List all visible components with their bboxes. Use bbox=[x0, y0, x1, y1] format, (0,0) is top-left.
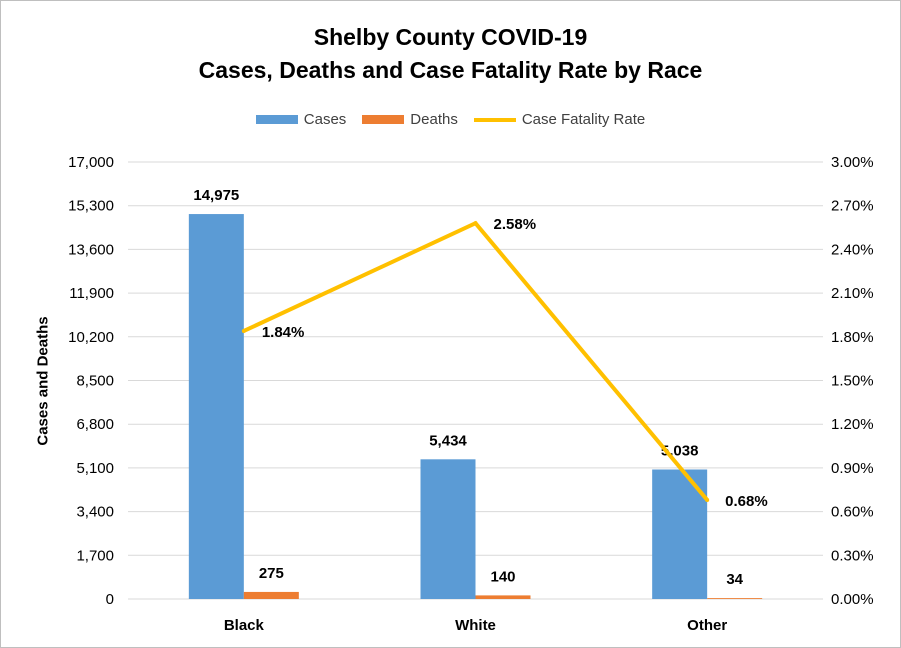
bar-cases-white bbox=[420, 459, 476, 599]
legend-swatch-deaths bbox=[362, 115, 405, 124]
x-category-label: Other bbox=[687, 617, 727, 634]
y2-tick-label: 0.30% bbox=[831, 547, 874, 564]
y2-tick-label: 2.40% bbox=[831, 241, 874, 258]
point-case-fatality-rate bbox=[241, 328, 246, 333]
data-label-cases: 5,434 bbox=[429, 432, 467, 449]
data-label-deaths: 140 bbox=[490, 568, 515, 585]
y-tick-label: 15,300 bbox=[68, 198, 114, 215]
y2-tick-label: 0.00% bbox=[831, 591, 874, 608]
legend-item-cfr: Case Fatality Rate bbox=[473, 111, 646, 128]
bar-deaths-other bbox=[707, 598, 763, 599]
point-case-fatality-rate bbox=[473, 221, 478, 226]
y-tick-label: 5,100 bbox=[76, 460, 114, 477]
bar-cases-black bbox=[188, 214, 244, 599]
bar-deaths-black bbox=[243, 591, 299, 599]
y-tick-label: 8,500 bbox=[76, 373, 114, 390]
y-tick-label: 0 bbox=[106, 591, 114, 608]
legend-item-deaths: Deaths bbox=[362, 111, 458, 128]
data-label-deaths: 34 bbox=[726, 571, 743, 588]
legend: Cases Deaths Case Fatality Rate bbox=[1, 111, 900, 128]
y2-tick-label: 1.80% bbox=[831, 329, 874, 346]
y-tick-label: 13,600 bbox=[68, 241, 114, 258]
y2-tick-label: 1.20% bbox=[831, 416, 874, 433]
data-label-deaths: 275 bbox=[259, 565, 284, 582]
line-case-fatality-rate bbox=[242, 220, 709, 502]
legend-label-cfr: Case Fatality Rate bbox=[521, 111, 646, 128]
y2-tick-label: 1.50% bbox=[831, 373, 874, 390]
y-tick-label: 11,900 bbox=[69, 285, 114, 302]
legend-label-deaths: Deaths bbox=[410, 111, 458, 128]
data-label-cfr: 2.58% bbox=[494, 216, 537, 233]
point-case-fatality-rate bbox=[705, 497, 710, 502]
data-label-cfr: 1.84% bbox=[262, 324, 305, 341]
chart-title: Shelby County COVID-19 Cases, Deaths and… bbox=[1, 21, 900, 87]
bar-deaths-white bbox=[475, 595, 531, 599]
y-tick-label: 6,800 bbox=[76, 416, 114, 433]
y2-tick-label: 3.00% bbox=[831, 154, 874, 171]
data-label-cases: 14,975 bbox=[193, 187, 239, 204]
y2-tick-label: 0.60% bbox=[831, 504, 874, 521]
x-category-label: Black bbox=[224, 617, 265, 634]
data-label-cfr: 0.68% bbox=[725, 493, 768, 510]
y-tick-label: 1,700 bbox=[76, 547, 114, 564]
legend-item-cases: Cases bbox=[255, 111, 347, 128]
y-tick-label: 17,000 bbox=[68, 154, 114, 171]
y-tick-label: 10,200 bbox=[68, 329, 114, 346]
legend-label-cases: Cases bbox=[303, 111, 347, 128]
legend-swatch-cases bbox=[255, 115, 298, 124]
chart-title-line-1: Shelby County COVID-19 bbox=[313, 24, 588, 50]
y2-tick-label: 2.10% bbox=[831, 285, 874, 302]
chart-title-line-2: Cases, Deaths and Case Fatality Rate by … bbox=[198, 57, 703, 83]
x-category-label: White bbox=[455, 617, 496, 634]
legend-line-cfr bbox=[473, 117, 516, 122]
y2-tick-label: 0.90% bbox=[831, 460, 874, 477]
y-tick-label: 3,400 bbox=[76, 504, 114, 521]
y2-tick-label: 2.70% bbox=[831, 198, 874, 215]
